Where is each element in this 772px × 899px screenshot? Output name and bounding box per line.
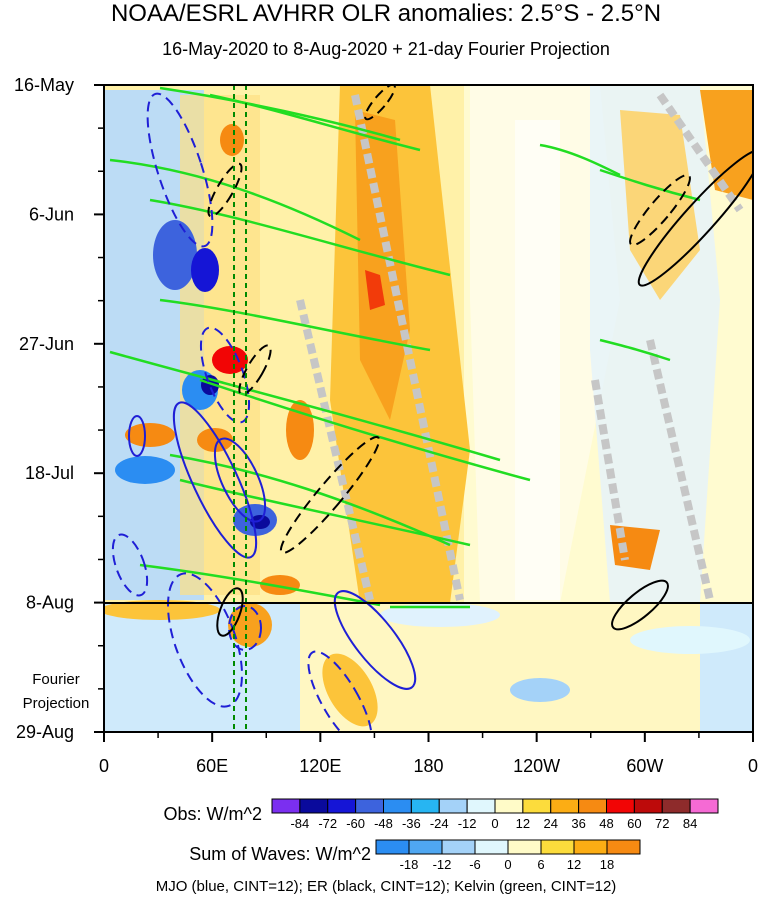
colorbar-swatch <box>327 798 357 814</box>
colorbar-swatch <box>550 798 580 814</box>
colorbar-swatch <box>441 839 476 855</box>
y-tick-label: 8-Aug <box>26 593 74 613</box>
colorbar-swatch <box>494 798 524 814</box>
colorbar-swatch <box>408 839 443 855</box>
colorbar-swatch <box>438 798 468 814</box>
colorbar-tick-label: 60 <box>627 816 641 831</box>
x-tick-label: 0 <box>748 756 758 776</box>
colorbar-swatch <box>633 798 663 814</box>
y-tick-label: 29-Aug <box>16 722 74 742</box>
colorbar-swatch <box>689 798 719 814</box>
colorbar-swatch <box>507 839 542 855</box>
colorbar-tick-label: 0 <box>504 857 511 872</box>
colorbar-tick-label: -12 <box>458 816 477 831</box>
y-tick-label: 18-Jul <box>25 463 74 483</box>
colorbar-swatch <box>410 798 440 814</box>
chart-title: NOAA/ESRL AVHRR OLR anomalies: 2.5°S - 2… <box>110 0 662 27</box>
kelvin-contours <box>109 86 701 609</box>
colorbar-swatch <box>661 798 691 814</box>
colorbar-swatch <box>466 798 496 814</box>
colorbar-tick-label: 24 <box>544 816 558 831</box>
colorbar-tick-label: 12 <box>516 816 530 831</box>
er-contours <box>207 85 753 637</box>
colorbar-tick-label: 48 <box>599 816 613 831</box>
colorbar-tick-label: -36 <box>402 816 421 831</box>
chart-subtitle: 16-May-2020 to 8-Aug-2020 + 21-day Fouri… <box>162 39 610 59</box>
x-tick-label: 0 <box>99 756 109 776</box>
colorbar-swatch <box>299 798 329 814</box>
projection-shading <box>104 600 753 732</box>
colorbar-tick-label: 18 <box>600 857 614 872</box>
colorbar-swatch <box>606 798 635 814</box>
colorbar-swatch <box>271 798 301 814</box>
x-tick-label: 60W <box>626 756 663 776</box>
plot-area <box>104 85 753 732</box>
colorbar-tick-label: 72 <box>655 816 669 831</box>
projection-label: Projection <box>23 695 90 712</box>
x-tick-label: 60E <box>196 756 228 776</box>
obs-colorbar: -84 -72 -60 -48 -36 -24 -12 0 12 24 36 48 60 72 84 Obs:… <box>164 798 719 831</box>
x-tick-label: 180 <box>413 756 443 776</box>
footnote: MJO (blue, CINT=12); ER (black, CINT=12)… <box>155 878 617 895</box>
x-tick-label: 120W <box>513 756 560 776</box>
colorbar-tick-label: -12 <box>433 857 452 872</box>
colorbar-swatch <box>474 839 509 855</box>
colorbar-tick-label: -6 <box>469 857 481 872</box>
colorbar-swatch <box>383 798 412 814</box>
colorbar-tick-label: 36 <box>571 816 585 831</box>
colorbar-tick-label: 0 <box>491 816 498 831</box>
colorbar-tick-label: -18 <box>400 857 419 872</box>
x-tick-label: 120E <box>299 756 341 776</box>
y-axis: 16-May 6-Jun 27-Jun 18-Jul 8-Aug 29-Aug Fourie… <box>14 75 104 742</box>
waves-colorbar: -18 -12 -6 0 6 12 18 Sum of Waves: W/m^2 <box>189 839 641 872</box>
colorbar-swatch <box>578 798 607 814</box>
colorbar-swatch <box>355 798 384 814</box>
y-tick-label: 27-Jun <box>19 334 74 354</box>
colorbar-swatch <box>540 839 575 855</box>
colorbar-tick-label: 12 <box>567 857 581 872</box>
colorbar-tick-label: 6 <box>537 857 544 872</box>
colorbar-tick-label: -60 <box>346 816 365 831</box>
colorbar-label: Obs: W/m^2 <box>164 804 262 824</box>
y-tick-label: 16-May <box>14 75 74 95</box>
colorbar-tick-label: -24 <box>430 816 449 831</box>
colorbar-swatch <box>606 839 641 855</box>
grey-bands <box>296 92 744 601</box>
colorbar-label: Sum of Waves: W/m^2 <box>189 844 371 864</box>
x-axis: 0 60E 120E 180 120W 60W 0 <box>99 732 758 776</box>
colorbar-tick-label: 84 <box>683 816 697 831</box>
projection-label: Fourier <box>32 671 80 688</box>
colorbar-tick-label: -72 <box>318 816 337 831</box>
y-tick-label: 6-Jun <box>29 204 74 224</box>
colorbar-swatch <box>573 839 608 855</box>
colorbar-swatch <box>375 839 410 855</box>
colorbar-tick-label: -84 <box>290 816 309 831</box>
colorbar-swatch <box>522 798 552 814</box>
colorbar-tick-label: -48 <box>374 816 393 831</box>
